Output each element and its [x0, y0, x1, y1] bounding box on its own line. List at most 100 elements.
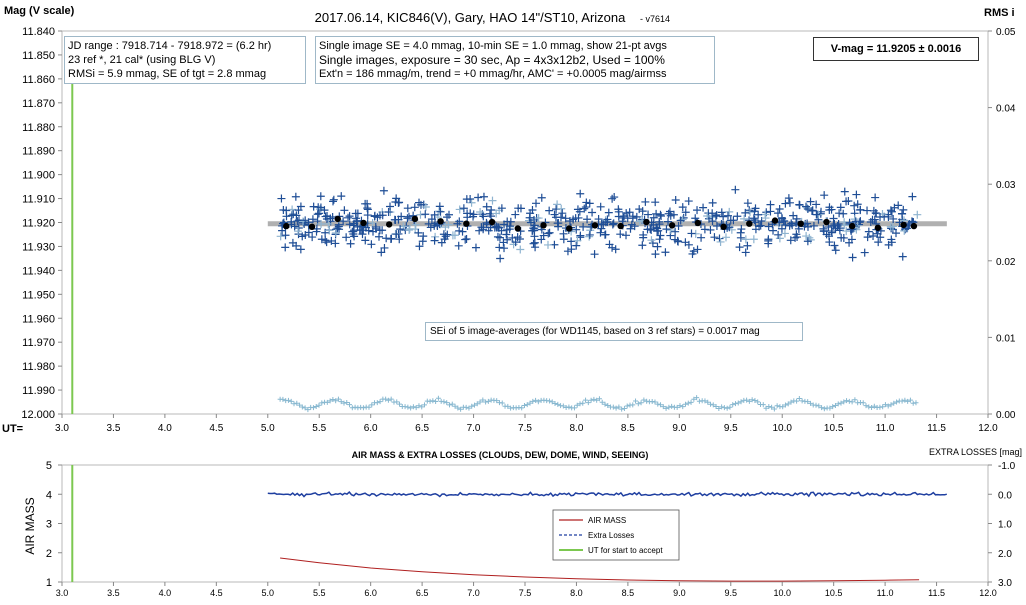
- rms-point: [760, 402, 766, 408]
- rms-point: [774, 403, 780, 409]
- single-image-point: [444, 220, 453, 229]
- rms-point: [807, 400, 813, 406]
- single-image-point: [544, 229, 553, 238]
- single-image-point: [774, 230, 783, 239]
- rms-point: [499, 400, 505, 406]
- single-image-point: [579, 222, 588, 231]
- single-image-point: [681, 208, 690, 217]
- single-image-point: [322, 215, 331, 224]
- rms-point: [594, 397, 600, 403]
- y-tick-label: 11.960: [22, 313, 55, 325]
- rms-point: [413, 405, 419, 411]
- single-image-point: [301, 230, 310, 239]
- single-image-point: [674, 221, 683, 230]
- vmag-value: V-mag = 11.9205 ± 0.0016: [830, 43, 962, 55]
- single-image-point: [463, 213, 472, 222]
- jd-info-box: JD range : 7918.714 - 7918.972 = (6.2 hr…: [64, 36, 306, 84]
- single-image-point: [644, 210, 653, 219]
- y-tick-label: 11.930: [22, 241, 55, 253]
- rms-point: [338, 399, 344, 405]
- single-image-point: [581, 203, 590, 212]
- rms-point: [369, 402, 375, 408]
- single-image-point: [563, 247, 572, 256]
- y-tick-label: 11.980: [22, 361, 55, 373]
- x-tick-label: 8.5: [621, 423, 635, 434]
- rms-point: [319, 400, 325, 406]
- single-image-point: [651, 250, 660, 259]
- rms-point: [860, 400, 866, 406]
- rms-point: [302, 405, 308, 411]
- single-image-point: [777, 224, 786, 233]
- single-image-point: [414, 228, 423, 237]
- single-image-point: [397, 212, 406, 221]
- rms-point: [566, 404, 572, 410]
- rms-point: [891, 400, 897, 406]
- rms-point: [780, 404, 786, 410]
- single-image-point: [693, 206, 702, 215]
- single-image-point: [392, 194, 401, 203]
- single-image-point: [553, 200, 562, 209]
- rms-point: [313, 403, 319, 409]
- y-tick-label: 11.990: [22, 385, 55, 397]
- rms-point: [882, 402, 888, 408]
- single-image-point: [647, 236, 656, 245]
- x-tick-label: 3.0: [55, 423, 69, 434]
- single-image-point: [604, 208, 613, 217]
- single-image-point: [632, 212, 641, 221]
- rms-point: [905, 398, 911, 404]
- rms-point: [616, 404, 622, 410]
- single-image-point: [848, 253, 857, 262]
- rms-point: [405, 404, 411, 410]
- single-image-point: [419, 232, 428, 241]
- x-tick-label-bottom: 7.0: [467, 588, 480, 598]
- y-tick-label: 12.000: [21, 409, 55, 421]
- single-image-point: [502, 230, 511, 239]
- x-tick-label-bottom: 6.0: [364, 588, 377, 598]
- rms-point: [844, 398, 850, 404]
- rms-point: [796, 395, 802, 401]
- single-image-point: [741, 248, 750, 257]
- single-image-point: [649, 220, 658, 229]
- extra-losses-tick-label: -1.0: [998, 461, 1016, 472]
- single-image-point: [678, 203, 687, 212]
- rms-point: [696, 398, 702, 404]
- y-tick-label: 11.860: [22, 74, 55, 86]
- rms-point: [663, 405, 669, 411]
- single-image-point: [819, 226, 828, 235]
- rms-point: [685, 400, 691, 406]
- rms-point: [863, 403, 869, 409]
- image-average-point: [746, 220, 753, 227]
- rms-point: [885, 403, 891, 409]
- rms-point: [630, 402, 636, 408]
- single-image-point: [403, 204, 412, 213]
- single-image-point: [530, 232, 539, 241]
- rms-point: [422, 402, 428, 408]
- single-image-point: [561, 214, 570, 223]
- rms-point: [910, 400, 916, 406]
- rms-point: [816, 403, 822, 409]
- single-image-point: [735, 243, 744, 252]
- rms-point: [763, 405, 769, 411]
- single-image-point: [780, 217, 789, 226]
- single-image-point: [638, 207, 647, 216]
- y2-tick-label: 0.00: [996, 410, 1016, 421]
- rms-point: [466, 405, 472, 411]
- single-image-point: [529, 239, 538, 248]
- airmass-tick-label: 4: [46, 489, 52, 501]
- rms-point: [555, 401, 561, 407]
- single-image-point: [717, 208, 726, 217]
- single-image-point: [443, 213, 452, 222]
- single-image-point: [459, 204, 468, 213]
- rms-point: [574, 402, 580, 408]
- single-image-point: [741, 235, 750, 244]
- single-image-point: [809, 221, 818, 230]
- single-image-point: [565, 216, 574, 225]
- single-image-point: [751, 218, 760, 227]
- rms-point: [349, 405, 355, 411]
- single-image-point: [511, 210, 520, 219]
- single-image-point: [426, 223, 435, 232]
- single-image-point: [405, 226, 414, 235]
- single-image-point: [537, 193, 546, 202]
- extra-losses-line: [267, 491, 947, 498]
- single-image-point: [655, 220, 664, 229]
